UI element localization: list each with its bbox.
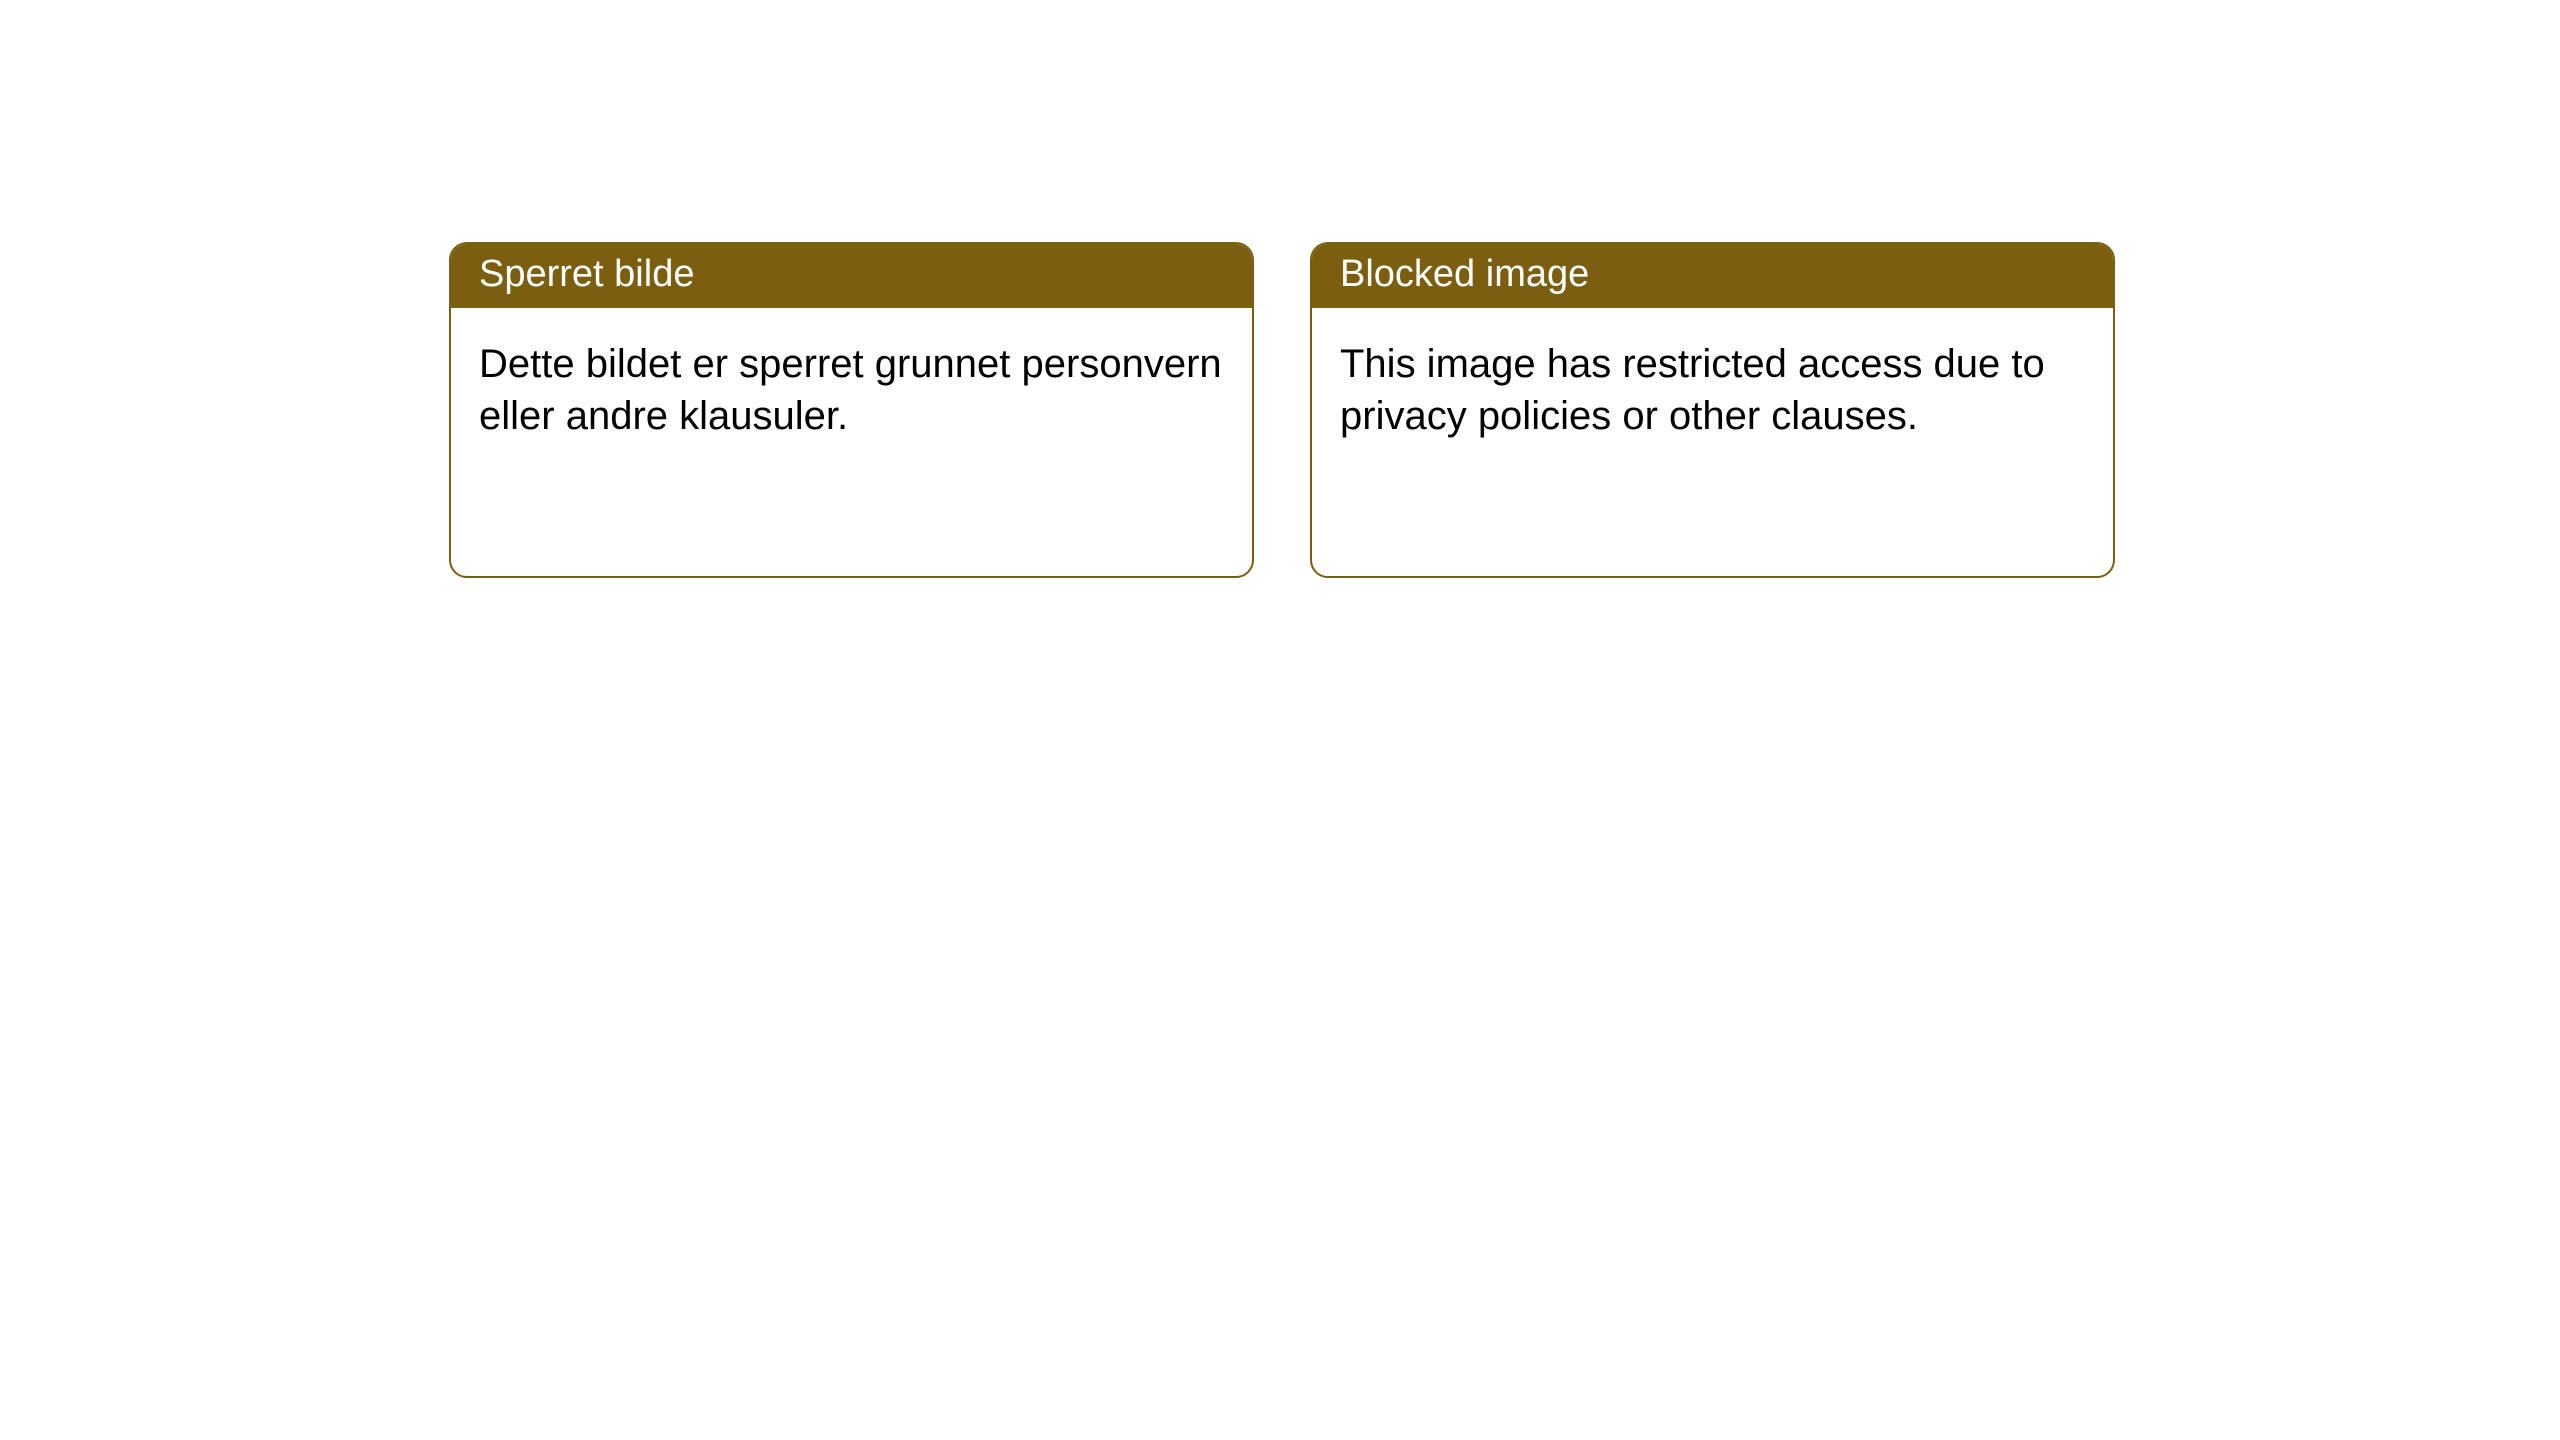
notice-card-title: Sperret bilde (451, 244, 1252, 308)
notice-card-body: This image has restricted access due to … (1312, 308, 2113, 472)
notice-card-title: Blocked image (1312, 244, 2113, 308)
notice-card-body: Dette bildet er sperret grunnet personve… (451, 308, 1252, 472)
notice-card-norwegian: Sperret bilde Dette bildet er sperret gr… (449, 242, 1254, 578)
notice-card-english: Blocked image This image has restricted … (1310, 242, 2115, 578)
notice-container: Sperret bilde Dette bildet er sperret gr… (0, 0, 2560, 578)
